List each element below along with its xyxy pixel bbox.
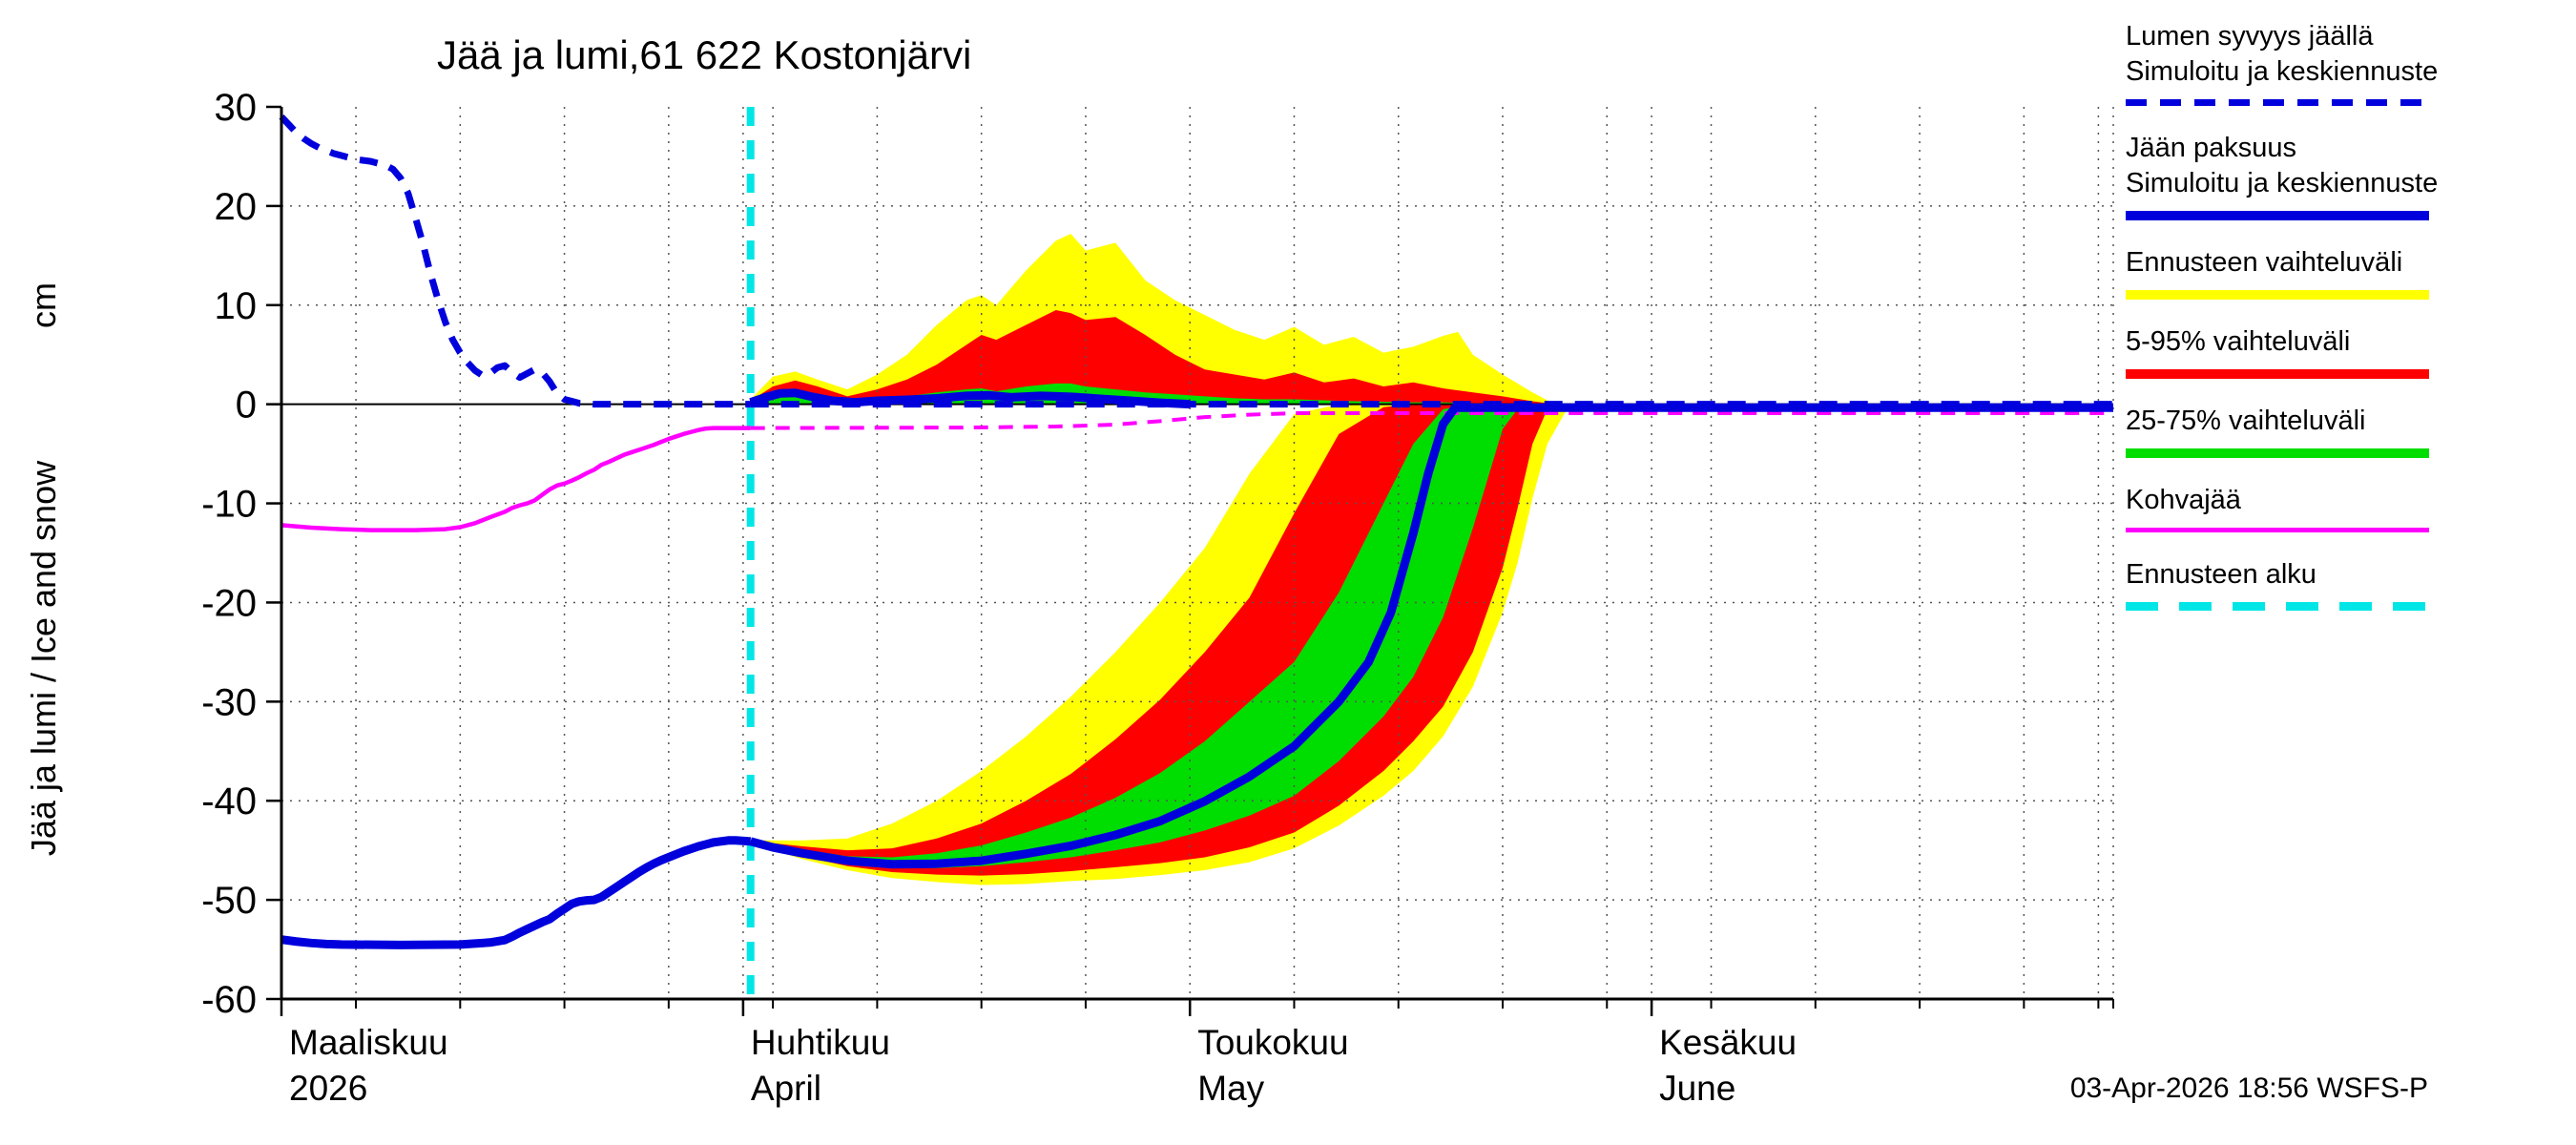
legend-entry-5-95-range: 5-95% vaihteluväli [2126, 324, 2526, 379]
month-label-en: June [1659, 1069, 1735, 1108]
month-label-en: May [1197, 1069, 1264, 1108]
legend-label: Kohvajää [2126, 485, 2241, 515]
month-label-fi: Maaliskuu [289, 1023, 448, 1062]
data-series [279, 114, 2113, 949]
ice-band-green [750, 404, 1570, 868]
y-tick-label: -40 [201, 781, 257, 822]
series-ice_thickness_history [280, 836, 752, 949]
legend-sublabel: Simuloitu ja keskiennuste [2126, 168, 2439, 198]
y-tick-label: 0 [236, 385, 257, 427]
blue-solid-line-icon [2126, 211, 2429, 220]
y-tick-label: 10 [215, 285, 258, 327]
legend-entry-25-75-range: 25-75% vaihteluväli [2126, 404, 2526, 458]
series-snow_depth_history [279, 114, 751, 408]
yellow-band-icon [2126, 290, 2429, 300]
y-tick-label: -50 [201, 880, 257, 922]
legend-label: 25-75% vaihteluväli [2126, 406, 2366, 436]
legend-label: 5-95% vaihteluväli [2126, 326, 2351, 357]
y-tick-label: 20 [215, 186, 258, 228]
series-ice_thickness_forecast_median [749, 403, 2113, 869]
snow-band-red [750, 309, 1555, 405]
y-axis-label: Jää ja lumi / Ice and snow [24, 460, 63, 856]
series-snow_depth_forecast_median [749, 388, 1191, 409]
y-tick-label: -30 [201, 681, 257, 723]
ice-band-red [750, 404, 1570, 876]
green-band-icon [2126, 448, 2429, 458]
legend-entry-kohvajaa: Kohvajää [2126, 483, 2526, 532]
timestamp: 03-Apr-2026 18:56 WSFS-P [2070, 1072, 2428, 1104]
legend-entry-ice-thickness: Jään paksuus Simuloitu ja keskiennuste [2126, 131, 2526, 220]
chart-legend: Lumen syvyys jäällä Simuloitu ja keskien… [2126, 19, 2526, 635]
forecast-bands [750, 233, 1570, 885]
magenta-line-icon [2126, 528, 2429, 532]
legend-label: Lumen syvyys jäällä [2126, 21, 2374, 52]
y-tick-label: -20 [201, 582, 257, 624]
legend-entry-forecast-start: Ennusteen alku [2126, 557, 2526, 611]
legend-label: Ennusteen vaihteluväli [2126, 247, 2403, 278]
month-label-fi: Toukokuu [1197, 1023, 1348, 1062]
legend-label: Jään paksuus [2126, 133, 2296, 163]
y-tick-label: 30 [215, 87, 258, 129]
legend-entry-snow-depth: Lumen syvyys jäällä Simuloitu ja keskien… [2126, 19, 2526, 106]
legend-entry-forecast-range: Ennusteen vaihteluväli [2126, 245, 2526, 300]
y-axis-unit: cm [24, 282, 63, 328]
axes: -60 -50 -40 -30 -20 -10 0 10 20 30 Maaliskuu 2026 Hu… [201, 87, 2114, 1108]
cyan-dashed-line-icon [2126, 602, 2429, 611]
chart-title: Jää ja lumi,61 622 Kostonjärvi [437, 32, 971, 77]
month-label-en: 2026 [289, 1069, 367, 1108]
legend-sublabel: Simuloitu ja keskiennuste [2126, 56, 2439, 87]
y-tick-label: -60 [201, 979, 257, 1021]
legend-label: Ennusteen alku [2126, 559, 2316, 590]
series-kohvajaa_forecast [750, 411, 2113, 430]
month-label-fi: Kesäkuu [1659, 1023, 1797, 1062]
series-kohvajaa_history [280, 426, 751, 532]
month-label-en: April [751, 1069, 821, 1108]
blue-dashed-line-icon [2126, 99, 2429, 106]
red-band-icon [2126, 369, 2429, 379]
month-label-fi: Huhtikuu [751, 1023, 890, 1062]
chart-labels: Jää ja lumi,61 622 Kostonjärvi Jää ja lum… [24, 32, 2428, 1104]
y-tick-label: -10 [201, 484, 257, 526]
